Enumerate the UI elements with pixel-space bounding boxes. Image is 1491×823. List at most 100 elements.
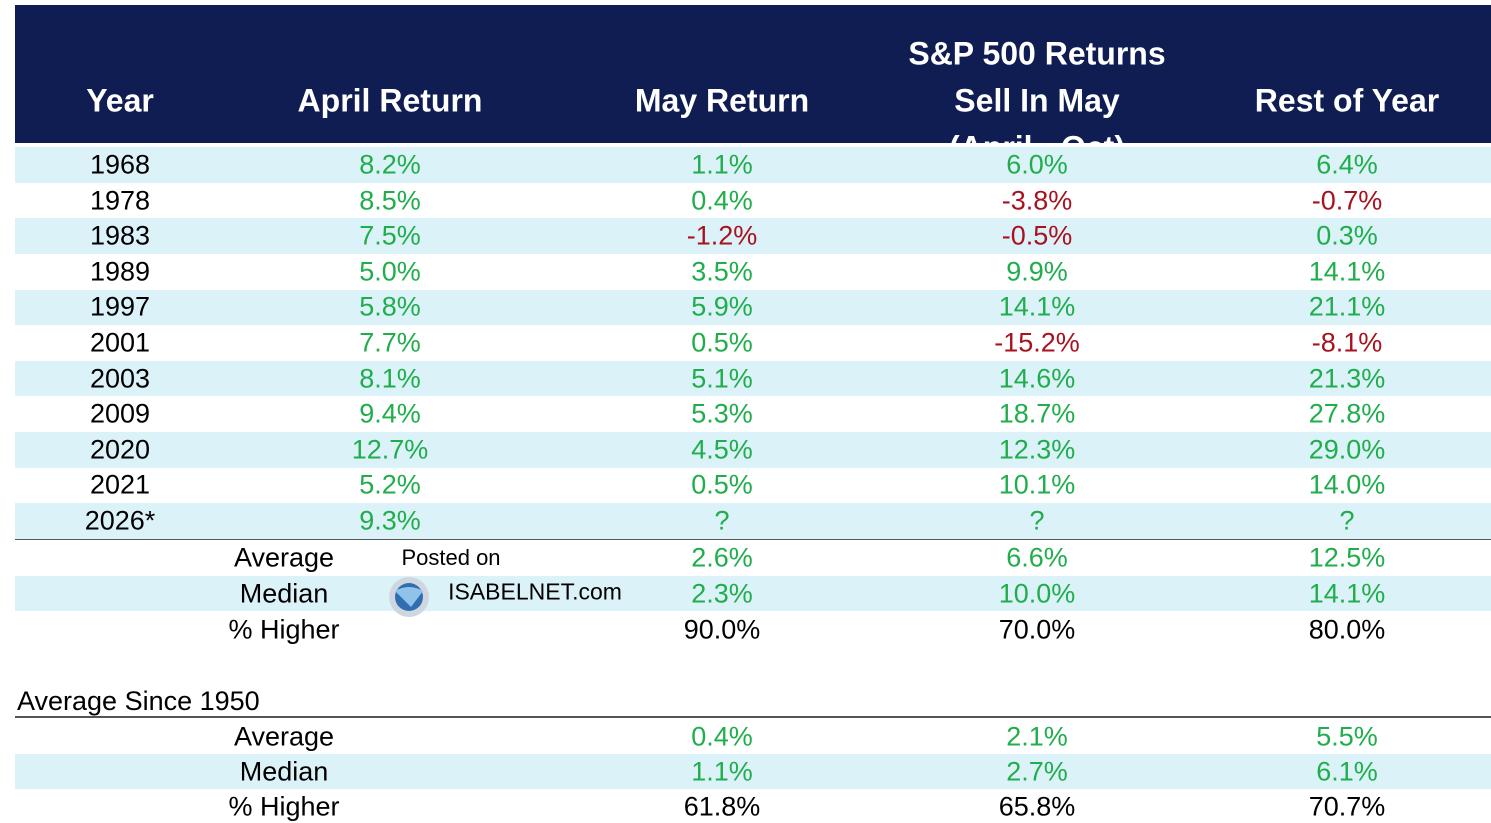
row-band <box>15 147 1491 183</box>
return-cell: ? <box>1339 505 1355 536</box>
logo-swoosh <box>395 587 423 607</box>
return-cell: 14.6% <box>998 363 1076 394</box>
return-cell: ? <box>714 505 730 536</box>
return-cell: 9.4% <box>359 398 421 429</box>
section-rule <box>15 716 1491 718</box>
summary-cell: 2.6% <box>691 542 753 573</box>
year-cell: 2003 <box>89 363 151 394</box>
return-cell: 6.4% <box>1316 149 1378 180</box>
year-cell: 2026* <box>84 505 156 536</box>
return-cell: 9.3% <box>359 505 421 536</box>
return-cell: 29.0% <box>1308 434 1386 465</box>
summary-cell: 65.8% <box>998 791 1076 822</box>
summary-cell: 80.0% <box>1308 614 1386 645</box>
header-cell: April Return <box>297 82 483 119</box>
return-cell: 5.9% <box>691 291 753 322</box>
row-band <box>15 289 1491 326</box>
summary-cell: 12.5% <box>1308 542 1386 573</box>
year-cell: 1997 <box>89 291 151 322</box>
return-cell: 5.2% <box>359 469 421 500</box>
summary-cell: 2.1% <box>1006 721 1068 752</box>
watermark-logo <box>389 577 429 617</box>
row-band <box>15 432 1491 468</box>
year-cell: 2009 <box>89 398 151 429</box>
watermark-site: ISABELNET.com <box>448 578 622 605</box>
summary-cell: 0.4% <box>691 721 753 752</box>
summary-cell: 6.6% <box>1006 542 1068 573</box>
return-cell: 0.5% <box>691 327 753 358</box>
section-title: Average Since 1950 <box>17 686 260 716</box>
return-cell: 8.2% <box>359 149 421 180</box>
return-cell: 27.8% <box>1308 398 1386 429</box>
year-cell: 2001 <box>89 327 151 358</box>
return-cell: -0.7% <box>1311 185 1383 216</box>
year-cell: 2021 <box>89 469 151 500</box>
summary-cell: 6.1% <box>1316 756 1378 787</box>
summary-cell: 10.0% <box>998 578 1076 609</box>
summary-cell: 90.0% <box>683 614 761 645</box>
year-cell: 1978 <box>89 185 151 216</box>
row-band <box>15 503 1491 539</box>
return-cell: 14.1% <box>998 291 1076 322</box>
header-cell: Year <box>86 82 154 119</box>
return-cell: 14.1% <box>1308 256 1386 287</box>
return-cell: 5.8% <box>359 291 421 322</box>
return-cell: -8.1% <box>1311 327 1383 358</box>
return-cell: 21.1% <box>1308 291 1386 322</box>
return-cell: -15.2% <box>994 327 1080 358</box>
return-cell: 10.1% <box>998 469 1076 500</box>
year-cell: 1968 <box>89 149 151 180</box>
return-cell: 7.7% <box>359 327 421 358</box>
year-cell: 2020 <box>89 434 151 465</box>
header-cell: May Return <box>634 82 810 119</box>
summary-cell: 14.1% <box>1308 578 1386 609</box>
return-cell: 3.5% <box>691 256 753 287</box>
row-band <box>15 218 1491 254</box>
summary-cell: 5.5% <box>1316 721 1378 752</box>
return-cell: 12.3% <box>998 434 1076 465</box>
return-cell: -1.2% <box>686 220 758 251</box>
header-bar <box>15 5 1491 143</box>
summary-label: Median <box>239 578 329 609</box>
return-cell: 7.5% <box>359 220 421 251</box>
return-cell: -3.8% <box>1001 185 1073 216</box>
return-cell: 8.1% <box>359 363 421 394</box>
return-cell: 8.5% <box>359 185 421 216</box>
year-cell: 1983 <box>89 220 151 251</box>
summary-cell: 70.0% <box>998 614 1076 645</box>
summary-cell: 1.1% <box>691 756 753 787</box>
return-cell: 0.5% <box>691 469 753 500</box>
return-cell: 21.3% <box>1308 363 1386 394</box>
return-cell: 5.0% <box>359 256 421 287</box>
header-cell: Sell In May <box>954 82 1120 119</box>
watermark-posted: Posted on <box>401 545 501 570</box>
return-cell: 14.0% <box>1308 469 1386 500</box>
summary-label: Average <box>233 721 335 752</box>
return-cell: -0.5% <box>1001 220 1073 251</box>
summary-cell: 2.3% <box>691 578 753 609</box>
return-cell: 0.3% <box>1316 220 1378 251</box>
return-cell: 0.4% <box>691 185 753 216</box>
summary-cell: 2.7% <box>1006 756 1068 787</box>
return-cell: 6.0% <box>1006 149 1068 180</box>
return-cell: 9.9% <box>1006 256 1068 287</box>
row-band <box>15 360 1491 397</box>
header-cell: Rest of Year <box>1254 82 1440 119</box>
summary-label: % Higher <box>228 791 340 822</box>
row-band <box>15 576 1491 611</box>
return-cell: 1.1% <box>691 149 753 180</box>
return-cell: ? <box>1029 505 1045 536</box>
row-band <box>15 754 1491 789</box>
summary-label: Average <box>233 542 335 573</box>
summary-cell: 61.8% <box>683 791 761 822</box>
return-cell: 12.7% <box>351 434 429 465</box>
return-cell: 5.1% <box>691 363 753 394</box>
summary-label: Median <box>239 756 329 787</box>
summary-label: % Higher <box>228 614 340 645</box>
summary-cell: 70.7% <box>1308 791 1386 822</box>
return-cell: 4.5% <box>691 434 753 465</box>
header-cell: S&P 500 Returns <box>908 35 1166 72</box>
return-cell: 18.7% <box>998 398 1076 429</box>
year-cell: 1989 <box>89 256 151 287</box>
